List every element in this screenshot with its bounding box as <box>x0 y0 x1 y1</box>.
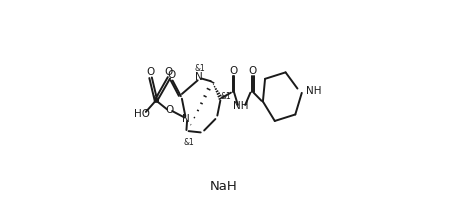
Text: N: N <box>183 114 190 124</box>
Text: N: N <box>195 72 203 82</box>
Text: O: O <box>168 70 176 80</box>
Text: O: O <box>229 66 237 76</box>
Text: NaH: NaH <box>210 180 238 193</box>
Text: O: O <box>248 66 257 76</box>
Text: O: O <box>165 105 174 115</box>
Text: S: S <box>153 95 160 105</box>
Text: &1: &1 <box>220 92 231 101</box>
Text: HO: HO <box>134 110 150 119</box>
Text: &1: &1 <box>183 138 194 147</box>
Text: NH: NH <box>306 86 321 96</box>
Text: O: O <box>165 67 173 77</box>
Text: O: O <box>147 67 155 77</box>
Text: &1: &1 <box>195 64 206 73</box>
Text: NH: NH <box>233 101 248 111</box>
